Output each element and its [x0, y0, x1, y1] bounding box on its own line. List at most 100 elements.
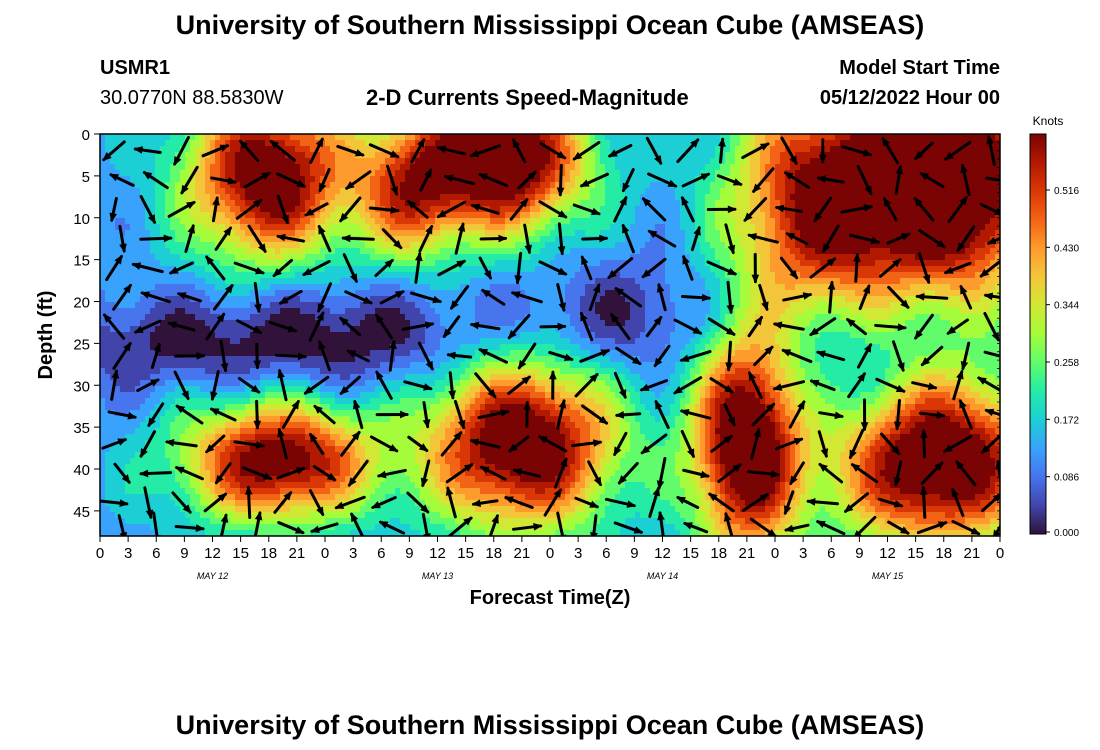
heatmap-cell — [665, 248, 671, 255]
heatmap-cell — [370, 290, 376, 297]
heatmap-cell — [190, 176, 196, 183]
heatmap-cell — [155, 200, 161, 207]
heatmap-cell — [225, 200, 231, 207]
heatmap-cell — [910, 188, 916, 195]
heatmap-cell — [980, 254, 986, 261]
heatmap-cell — [455, 272, 461, 279]
heatmap-cell — [745, 254, 751, 261]
heatmap-cell — [770, 140, 776, 147]
heatmap-cell — [265, 296, 271, 303]
heatmap-cell — [140, 158, 146, 165]
heatmap-cell — [110, 290, 116, 297]
heatmap-cell — [605, 194, 611, 201]
heatmap-cell — [840, 194, 846, 201]
heatmap-cell — [380, 248, 386, 255]
heatmap-cell — [210, 134, 216, 141]
heatmap-cell — [760, 146, 766, 153]
heatmap-cell — [280, 278, 286, 285]
heatmap-cell — [395, 188, 401, 195]
heatmap-cell — [640, 224, 646, 231]
heatmap-cell — [660, 266, 666, 273]
heatmap-cell — [575, 278, 581, 285]
heatmap-cell — [115, 218, 121, 225]
heatmap-cell — [635, 278, 641, 285]
heatmap-cell — [875, 224, 881, 231]
heatmap-cell — [925, 152, 931, 159]
heatmap-cell — [990, 200, 996, 207]
heatmap-cell — [790, 188, 796, 195]
heatmap-cell — [600, 254, 606, 261]
heatmap-cell — [170, 266, 176, 273]
heatmap-cell — [315, 188, 321, 195]
heatmap-cell — [335, 272, 341, 279]
heatmap-cell — [920, 272, 926, 279]
heatmap-cell — [360, 254, 366, 261]
heatmap-cell — [970, 170, 976, 177]
heatmap-cell — [815, 134, 821, 141]
heatmap-cell — [980, 290, 986, 297]
heatmap-cell — [650, 134, 656, 141]
heatmap-cell — [355, 170, 361, 177]
heatmap-cell — [420, 296, 426, 303]
heatmap-cell — [555, 272, 561, 279]
heatmap-cell — [360, 140, 366, 147]
heatmap-cell — [930, 146, 936, 153]
heatmap-cell — [250, 146, 256, 153]
heatmap-cell — [150, 146, 156, 153]
heatmap-cell — [750, 152, 756, 159]
heatmap-cell — [170, 284, 176, 291]
heatmap-cell — [435, 284, 441, 291]
heatmap-cell — [920, 176, 926, 183]
heatmap-cell — [685, 254, 691, 261]
heatmap-cell — [950, 194, 956, 201]
heatmap-cell — [595, 170, 601, 177]
heatmap-cell — [135, 224, 141, 231]
heatmap-cell — [195, 236, 201, 243]
heatmap-cell — [285, 224, 291, 231]
heatmap-cell — [885, 176, 891, 183]
heatmap-cell — [110, 152, 116, 159]
heatmap-cell — [920, 134, 926, 141]
heatmap-cell — [345, 206, 351, 213]
heatmap-cell — [565, 290, 571, 297]
heatmap-cell — [620, 164, 626, 171]
heatmap-cell — [310, 236, 316, 243]
heatmap-cell — [270, 218, 276, 225]
heatmap-cell — [285, 242, 291, 249]
heatmap-cell — [395, 134, 401, 141]
heatmap-cell — [255, 140, 261, 147]
heatmap-cell — [225, 158, 231, 165]
heatmap-cell — [745, 230, 751, 237]
heatmap-cell — [670, 284, 676, 291]
heatmap-cell — [645, 230, 651, 237]
heatmap-cell — [100, 212, 106, 219]
heatmap-cell — [530, 278, 536, 285]
heatmap-cell — [885, 134, 891, 141]
heatmap-cell — [160, 224, 166, 231]
heatmap-cell — [500, 272, 506, 279]
heatmap-cell — [325, 248, 331, 255]
heatmap-cell — [355, 260, 361, 267]
heatmap-cell — [975, 188, 981, 195]
heatmap-cell — [675, 230, 681, 237]
heatmap-cell — [510, 296, 516, 303]
heatmap-cell — [245, 272, 251, 279]
heatmap-cell — [820, 272, 826, 279]
heatmap-cell — [450, 134, 456, 141]
heatmap-cell — [660, 260, 666, 267]
heatmap-cell — [865, 224, 871, 231]
heatmap-cell — [725, 158, 731, 165]
heatmap-cell — [305, 170, 311, 177]
heatmap-cell — [330, 140, 336, 147]
heatmap-cell — [790, 236, 796, 243]
heatmap-cell — [525, 134, 531, 141]
heatmap-cell — [350, 248, 356, 255]
heatmap-cell — [820, 194, 826, 201]
heatmap-cell — [915, 254, 921, 261]
heatmap-cell — [725, 242, 731, 249]
heatmap-cell — [140, 218, 146, 225]
heatmap-cell — [455, 182, 461, 189]
heatmap-cell — [470, 212, 476, 219]
heatmap-cell — [415, 152, 421, 159]
heatmap-cell — [420, 254, 426, 261]
